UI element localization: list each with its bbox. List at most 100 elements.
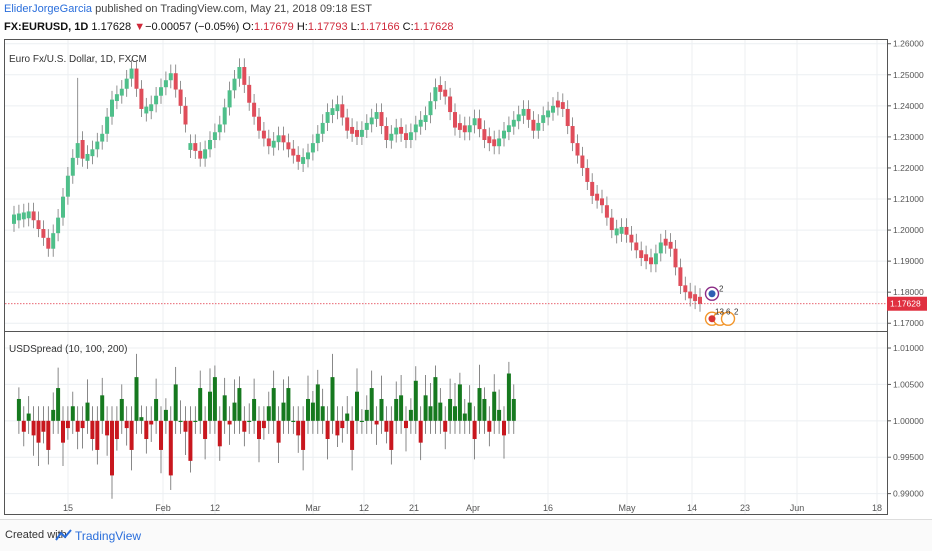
price-y-tick-label: 1.24000 bbox=[893, 101, 924, 111]
x-tick-label: Jun bbox=[790, 503, 805, 513]
author-link[interactable]: EliderJorgeGarcia bbox=[4, 3, 93, 15]
candle-up bbox=[359, 129, 364, 137]
x-tick-label: 21 bbox=[409, 503, 419, 513]
spread-bar-up bbox=[448, 398, 453, 421]
spread-bar-down bbox=[90, 420, 95, 440]
candle-down bbox=[134, 68, 139, 89]
candle-down bbox=[668, 241, 673, 249]
spread-bar-down bbox=[418, 420, 423, 443]
candle-up bbox=[330, 108, 335, 116]
candle-down bbox=[173, 73, 178, 90]
spread-bar-up bbox=[306, 398, 310, 421]
candle-down bbox=[698, 296, 702, 304]
spread-bar-up bbox=[364, 409, 369, 421]
candle-down bbox=[345, 117, 350, 131]
candle-up bbox=[364, 122, 369, 130]
candle-up bbox=[61, 196, 65, 218]
candle-up bbox=[423, 115, 428, 122]
candle-down bbox=[683, 285, 688, 293]
candle-up bbox=[75, 143, 80, 158]
ohlc-o-label: O: bbox=[242, 21, 254, 33]
spread-bar-down bbox=[188, 420, 193, 461]
spread-bar-up bbox=[359, 420, 364, 423]
spread-bar-up bbox=[56, 388, 61, 421]
candle-up bbox=[124, 78, 129, 89]
spread-bar-down bbox=[41, 420, 46, 432]
candle-up bbox=[237, 67, 242, 79]
price-y-tick-label: 1.20000 bbox=[893, 225, 924, 235]
candle-up bbox=[217, 124, 222, 133]
candle-up bbox=[369, 117, 374, 125]
spread-bar-up bbox=[163, 409, 168, 421]
candle-down bbox=[644, 254, 649, 262]
spread-bar-up bbox=[208, 391, 212, 421]
candle-up bbox=[144, 106, 149, 114]
candle-up bbox=[12, 214, 16, 224]
spread-bar-up bbox=[193, 420, 198, 423]
candle-up bbox=[394, 127, 399, 135]
spread-bar-up bbox=[369, 388, 374, 421]
created-with-text: Created with bbox=[5, 529, 67, 541]
x-tick-label: May bbox=[618, 503, 636, 513]
candle-up bbox=[536, 122, 541, 131]
candle-down bbox=[590, 181, 595, 196]
symbol-line: FX:EURUSD, 1D 1.17628 ▼−0.00057 (−0.05%)… bbox=[4, 21, 453, 33]
chart-canvas[interactable]: 15 Feb 12 Mar 12 21 Apr 16 May 14 23 Jun 18 1.26000 1.… bbox=[0, 0, 932, 519]
ohlc-high: 1.17793 bbox=[307, 21, 348, 33]
candle-down bbox=[580, 155, 585, 168]
candle-down bbox=[673, 248, 678, 268]
symbol[interactable]: FX:EURUSD, 1D bbox=[4, 21, 89, 33]
candle-up bbox=[51, 233, 56, 249]
candle-down bbox=[663, 238, 668, 246]
spread-bar-up bbox=[453, 406, 457, 421]
candle-down bbox=[487, 136, 492, 144]
spread-bar-up bbox=[345, 413, 350, 421]
candle-up bbox=[271, 140, 276, 148]
spread-bar-down bbox=[384, 420, 389, 432]
candle-up bbox=[129, 68, 134, 79]
spread-bar-down bbox=[46, 420, 51, 450]
candle-down bbox=[555, 100, 560, 108]
price-y-tick-label: 1.25000 bbox=[893, 70, 924, 80]
candle-up bbox=[310, 143, 315, 153]
spread-bar-down bbox=[105, 420, 110, 436]
candle-down bbox=[492, 139, 497, 147]
price-y-tick-label: 1.21000 bbox=[893, 194, 924, 204]
spread-bar-up bbox=[457, 384, 462, 421]
price-pane[interactable] bbox=[4, 39, 888, 332]
candle-down bbox=[629, 234, 634, 243]
price-y-tick-label: 1.19000 bbox=[893, 256, 924, 266]
flag-badge-count-2: 6 bbox=[726, 308, 731, 317]
spread-bar-down bbox=[276, 420, 281, 443]
spread-bar-up bbox=[477, 388, 482, 421]
candle-down bbox=[404, 133, 408, 141]
x-tick-label: Apr bbox=[466, 503, 480, 513]
spread-bar-up bbox=[281, 402, 286, 421]
candle-up bbox=[110, 99, 114, 117]
spread-bar-up bbox=[139, 417, 144, 421]
candle-down bbox=[649, 257, 653, 265]
spread-bar-up bbox=[173, 384, 178, 421]
spread-bar-up bbox=[291, 420, 296, 423]
spread-bar-down bbox=[183, 420, 188, 432]
candle-up bbox=[276, 135, 281, 143]
candle-down bbox=[688, 291, 693, 299]
last-price: 1.17628 bbox=[91, 21, 132, 33]
candle-down bbox=[257, 116, 261, 131]
spread-bar-down bbox=[203, 420, 208, 440]
candle-up bbox=[541, 115, 546, 123]
spread-bar-down bbox=[227, 420, 232, 425]
candle-up bbox=[546, 110, 551, 118]
price-chart-title: Euro Fx/U.S. Dollar, 1D, FXCM bbox=[9, 54, 147, 65]
spread-bar-up bbox=[355, 391, 359, 421]
spread-bar-down bbox=[350, 420, 355, 450]
candle-down bbox=[247, 84, 252, 103]
price-y-tick-label: 1.18000 bbox=[893, 287, 924, 297]
candle-down bbox=[198, 150, 203, 159]
price-y-tick-label: 1.22000 bbox=[893, 163, 924, 173]
candle-up bbox=[497, 138, 502, 147]
spread-bar-down bbox=[261, 420, 266, 429]
tradingview-brand[interactable]: TradingView bbox=[75, 529, 142, 543]
spread-bar-down bbox=[144, 420, 149, 440]
candle-up bbox=[149, 104, 154, 112]
